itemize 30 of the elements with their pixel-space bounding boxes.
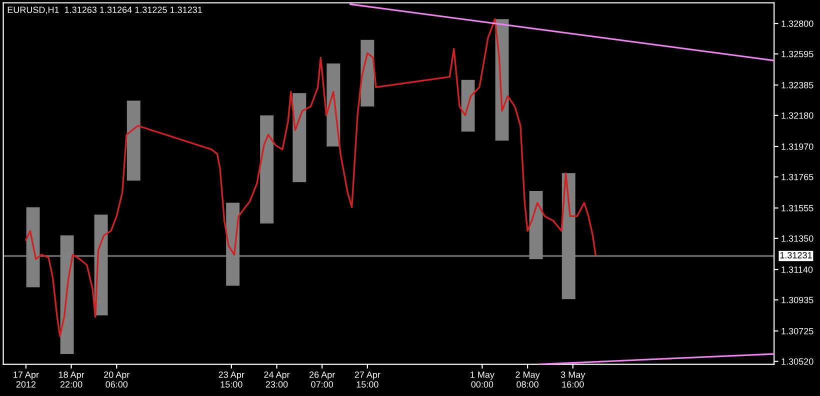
y-tick-label: 1.32595 xyxy=(782,50,814,58)
y-tick-label: 1.32385 xyxy=(782,82,814,88)
y-tick-label: 1.30520 xyxy=(782,358,814,365)
ref-line-label: 1.31231 xyxy=(780,252,812,258)
bar xyxy=(461,80,475,132)
y-tick-label: 1.32180 xyxy=(782,112,814,119)
y-tick-label: 1.30725 xyxy=(782,328,814,334)
x-tick-label: 24 Apr 23:00 xyxy=(264,372,290,388)
y-tick-label: 1.31350 xyxy=(782,235,814,242)
x-tick-label: 17 Apr 2012 xyxy=(14,372,39,388)
x-tick-label: 20 Apr 06:00 xyxy=(104,372,130,388)
y-tick-label: 1.30935 xyxy=(782,296,814,304)
y-tick-label: 1.31765 xyxy=(782,174,814,180)
x-tick-label: 2 May 08:00 xyxy=(516,372,540,388)
y-tick-label: 1.31555 xyxy=(782,204,814,212)
line-series xyxy=(25,18,596,337)
x-tick-label: 26 Apr 07:00 xyxy=(309,372,335,388)
y-tick-label: 1.32800 xyxy=(782,20,814,27)
x-tick-label: 23 Apr 15:00 xyxy=(218,372,244,388)
x-tick-label: 18 Apr 22:00 xyxy=(58,372,84,388)
x-tick-label: 1 May 00:00 xyxy=(470,372,494,388)
y-tick-label: 1.31970 xyxy=(782,143,814,150)
y-tick-label: 1.31140 xyxy=(782,266,813,273)
x-tick-label: 3 May 16:00 xyxy=(560,372,586,388)
x-tick-label: 27 Apr 15:00 xyxy=(354,372,380,388)
bar xyxy=(260,115,274,224)
bar xyxy=(126,100,140,181)
bar xyxy=(292,93,306,182)
chart-title: EURUSD,H1 1.31263 1.31264 1.31225 1.31231 xyxy=(8,6,202,14)
bar xyxy=(360,40,374,106)
